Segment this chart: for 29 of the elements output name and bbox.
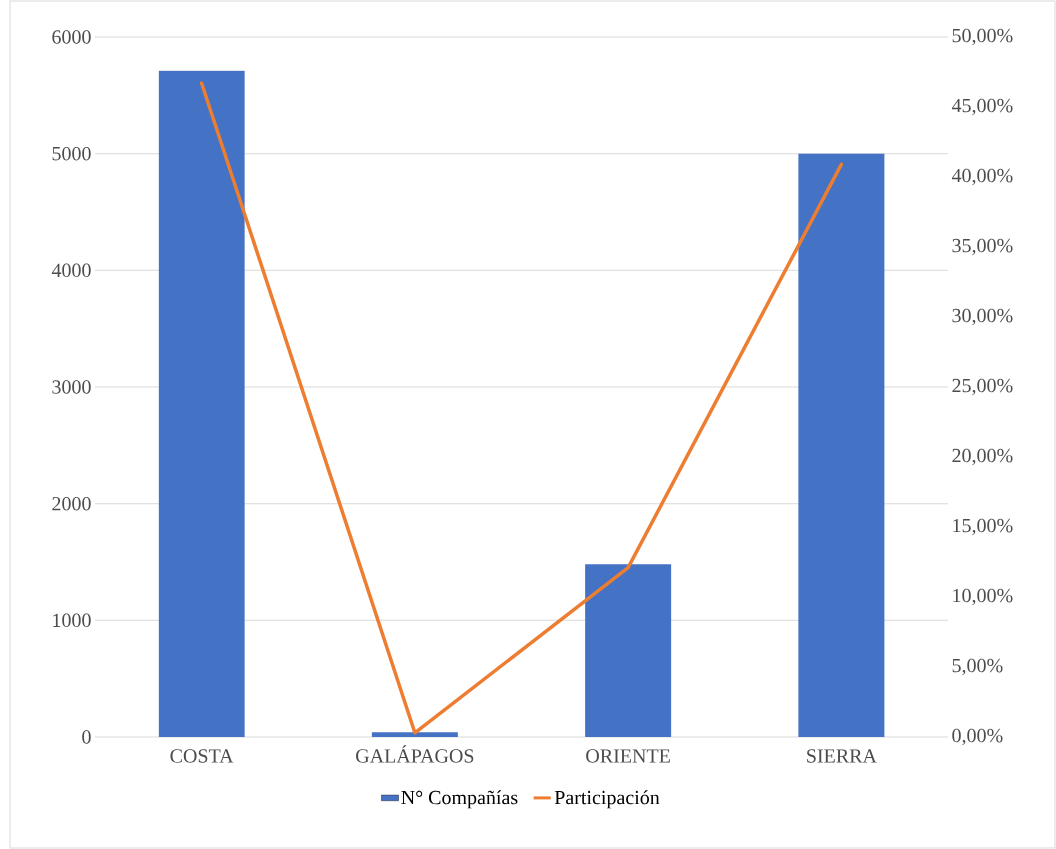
bar xyxy=(585,564,672,737)
y2-tick-label: 35,00% xyxy=(952,238,1013,256)
y-tick-label: 0 xyxy=(82,730,91,744)
y2-tick-label: 10,00% xyxy=(953,588,1013,606)
y2-tick-label: 45,00% xyxy=(951,98,1013,116)
x-tick-label: COSTA xyxy=(170,749,234,763)
y-tick-label: 3000 xyxy=(52,380,91,394)
y-tick-label: 4000 xyxy=(51,263,91,278)
y2-tick-label: 15,00% xyxy=(953,518,1013,536)
legend-label: Participación xyxy=(554,790,660,809)
x-tick-label: GALÁPAGOS xyxy=(356,745,474,763)
y2-tick-label: 25,00% xyxy=(952,378,1013,396)
y-tick-label: 5000 xyxy=(52,146,91,161)
y2-tick-label: 5,00% xyxy=(952,658,1003,676)
y2-tick-label: 20,00% xyxy=(952,448,1013,466)
y2-tick-label: 50,00% xyxy=(952,28,1013,46)
legend-label: N° Compañías xyxy=(401,790,518,809)
bar xyxy=(798,153,885,737)
y-tick-label: 1000 xyxy=(53,613,91,628)
y2-tick-label: 30,00% xyxy=(952,308,1013,326)
bar xyxy=(158,70,245,737)
y2-tick-label: 40,00% xyxy=(951,168,1013,186)
y-tick-label: 2000 xyxy=(52,496,91,511)
x-tick-label: ORIENTE xyxy=(586,749,670,763)
bar xyxy=(371,732,458,737)
y2-tick-label: 0,00% xyxy=(952,728,1003,746)
y-tick-label: 6000 xyxy=(52,30,91,44)
line-series xyxy=(199,81,844,735)
x-tick-label: SIERRA xyxy=(807,749,877,763)
